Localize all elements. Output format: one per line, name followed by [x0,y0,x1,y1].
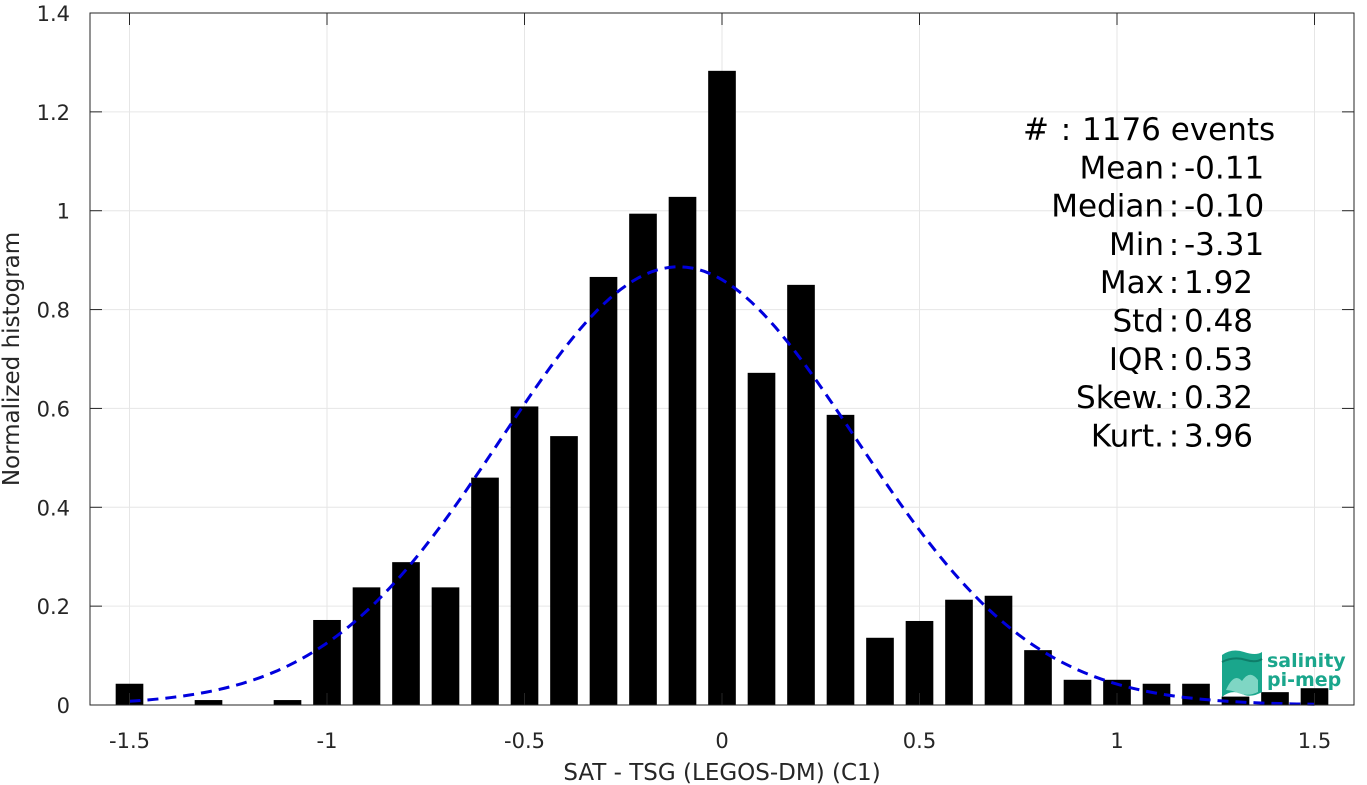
histogram-bar [1024,650,1052,705]
axis-ticks [90,12,1354,706]
x-tick-label: 1 [1110,729,1123,753]
y-tick-label: 0.6 [37,397,70,421]
stat-colon: : [1061,112,1071,148]
histogram-bar [1063,679,1092,705]
histogram-bar [589,276,618,705]
logo-text-salinity: salinity [1267,650,1346,672]
stat-colon: : [1169,227,1179,263]
x-tick-label: -1.5 [109,729,150,753]
histogram-bar [273,700,302,705]
histogram-bar [945,599,973,705]
stat-value: -0.11 [1184,150,1264,186]
y-tick-label: 0.4 [37,496,70,520]
stat-value: 1176 events [1082,112,1275,148]
stat-colon: : [1169,265,1179,301]
histogram-bars [115,70,1329,706]
stat-colon: : [1169,304,1179,340]
x-tick-label: 1.5 [1298,729,1331,753]
histogram-bar [787,284,815,705]
stat-label: Std [1112,304,1164,340]
x-tick-label: 0.5 [903,729,936,753]
histogram-bar [392,562,420,705]
stat-value: 0.48 [1184,304,1253,340]
stat-label: Min [1109,227,1164,263]
histogram-bar [431,587,460,705]
histogram-bar [352,587,381,705]
x-tick-label: -1 [317,729,338,753]
histogram-bar [471,477,499,705]
x-axis-label: SAT - TSG (LEGOS-DM) (C1) [563,760,880,785]
histogram-bar [1221,696,1250,705]
histogram-bar [668,196,697,706]
y-tick-label: 1 [57,200,70,224]
stat-value: 0.53 [1184,342,1253,378]
histogram-bar [194,700,223,705]
stat-colon: : [1169,189,1179,225]
histogram-bar [826,414,855,705]
y-tick-label: 0 [57,694,70,718]
y-tick-label: 0.8 [37,299,70,323]
x-tick-label: 0 [715,729,728,753]
histogram-bar [708,70,736,706]
histogram-bar [1261,692,1289,705]
stat-value: -3.31 [1184,227,1264,263]
stat-label: Max [1100,265,1164,301]
y-tick-label: 1.2 [37,101,70,125]
y-axis-label: Normalized histogram [0,232,25,486]
histogram-bar [629,213,657,705]
stat-value: 0.32 [1184,380,1253,416]
stat-colon: : [1169,342,1179,378]
stat-label: Kurt. [1091,418,1164,454]
x-tick-label: -0.5 [504,729,545,753]
stat-label: Median [1051,189,1164,225]
histogram-bar [984,595,1013,705]
histogram-bar [550,436,578,705]
y-tick-label: 1.4 [37,2,70,26]
stat-value: -0.10 [1184,189,1264,225]
stat-label: IQR [1109,342,1164,378]
stat-value: 3.96 [1184,418,1253,454]
histogram-bar [905,620,934,705]
histogram-bar [510,406,539,705]
salinity-pi-mep-logo: salinity pi-mep [1221,650,1346,697]
stat-label: # [1023,112,1049,148]
histogram-bar [747,372,776,705]
tick-labels: -1.5 -1 -0.5 0 0.5 1 1.5 0 0.2 0.4 0.6 0.8 1 1.2 1.4 [37,2,1332,753]
stat-colon: : [1169,418,1179,454]
stat-colon: : [1169,150,1179,186]
histogram-bar [1182,683,1210,705]
stat-label: Skew. [1076,380,1164,416]
wave-logo-icon [1221,650,1263,697]
stat-colon: : [1169,380,1179,416]
y-tick-label: 0.2 [37,595,70,619]
logo-text-pi-mep: pi-mep [1267,669,1341,691]
histogram-bar [313,619,341,705]
stat-value: 1.92 [1184,265,1253,301]
stat-label: Mean [1080,150,1164,186]
normal-fit-curve [129,265,1315,706]
histogram-bar [866,637,894,705]
